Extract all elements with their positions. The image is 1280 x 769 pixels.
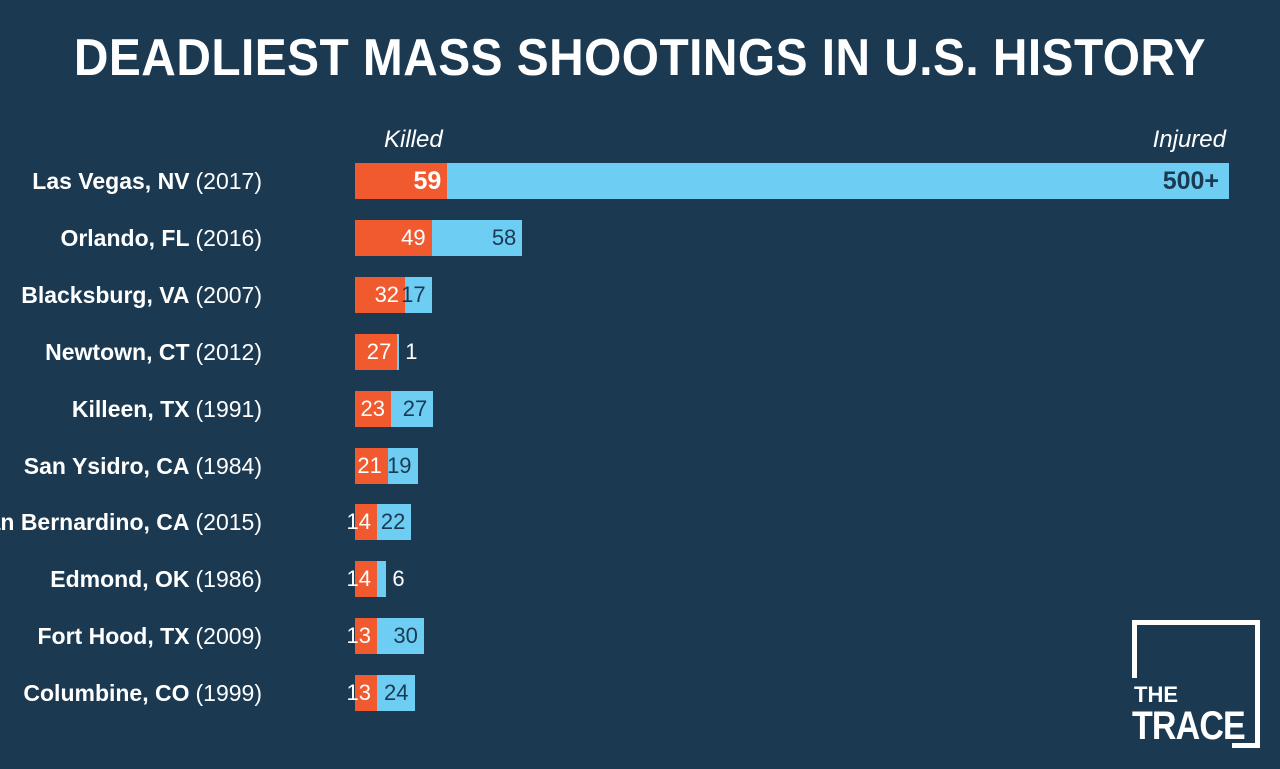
- killed-bar: [355, 561, 377, 597]
- killed-bar: [355, 163, 448, 199]
- logo-trace-text: TRACE: [1132, 704, 1246, 748]
- killed-value-label: 49: [401, 225, 426, 250]
- category-city: Killeen, TX: [71, 396, 190, 422]
- category-year: (2016): [195, 225, 262, 251]
- legend-injured-label: Injured: [1152, 126, 1226, 153]
- killed-value-label: 14: [346, 509, 371, 534]
- killed-value-label: 13: [346, 680, 371, 705]
- category-city: San Bernardino, CA: [0, 509, 190, 535]
- category-city: Edmond, OK: [50, 566, 190, 592]
- category-year: (2009): [195, 623, 262, 649]
- category-city: Orlando, FL: [60, 225, 190, 251]
- killed-value-label: 13: [346, 623, 371, 648]
- logo-the-text: THE: [1134, 682, 1178, 707]
- category-label: Blacksburg, VA (2007): [21, 277, 262, 313]
- injured-value-label: 27: [402, 396, 428, 421]
- category-year: (2017): [195, 168, 262, 194]
- category-label: Las Vegas, NV (2017): [32, 163, 262, 199]
- injured-bar: [387, 448, 418, 484]
- the-trace-logo: THE TRACE: [1132, 620, 1260, 748]
- killed-bar: [355, 448, 388, 484]
- category-label: Edmond, OK (1986): [50, 561, 262, 597]
- injured-value-label: 58: [491, 225, 517, 250]
- category-year: (1991): [195, 396, 262, 422]
- category-city: Columbine, CO: [23, 680, 190, 706]
- killed-bar: [355, 504, 377, 540]
- killed-value-label: 23: [360, 396, 385, 421]
- injured-value-label: 500+: [1162, 167, 1219, 195]
- category-label: Columbine, CO (1999): [23, 675, 262, 711]
- category-city: Blacksburg, VA: [21, 282, 190, 308]
- injured-bar: [431, 220, 523, 256]
- killed-bar: [355, 391, 391, 427]
- bar-row: San Bernardino, CA(2015) 14 22: [0, 504, 1280, 540]
- category-label: Killeen, TX (1991): [72, 391, 262, 427]
- category-year: (1986): [195, 566, 262, 592]
- injured-value-label: 17: [401, 282, 426, 307]
- injured-value-label: 1: [405, 339, 418, 364]
- category-label: Orlando, FL (2016): [60, 220, 262, 256]
- category-city: Fort Hood, TX: [37, 623, 190, 649]
- injured-value-label: 6: [392, 566, 405, 591]
- category-city: San Ysidro, CA: [23, 453, 190, 479]
- killed-bar: [355, 277, 406, 313]
- killed-bar: [355, 675, 377, 711]
- bar-row: Killeen, TX (1991) 23 27: [0, 391, 1280, 427]
- legend-killed-label: Killed: [384, 126, 443, 153]
- injured-bar: [377, 618, 424, 654]
- category-label: Fort Hood, TX (2009): [37, 618, 262, 654]
- bar-row: Newtown, CT (2012) 27 1: [0, 334, 1280, 370]
- killed-bar: [355, 334, 398, 370]
- category-label: San Ysidro, CA (1984): [24, 448, 262, 484]
- category-year: (2012): [195, 339, 262, 365]
- killed-value-label: 32: [374, 282, 400, 307]
- bar-row: Edmond, OK (1986) 14 6: [0, 561, 1280, 597]
- category-year: (1984): [195, 453, 262, 479]
- killed-value-label: 14: [346, 566, 371, 591]
- category-year: (2015): [195, 509, 262, 535]
- category-year: (2007): [195, 282, 262, 308]
- injured-bar: [447, 163, 1229, 199]
- injured-bar: [377, 561, 387, 597]
- chart-title: DEADLIEST MASS SHOOTINGS IN U.S. HISTORY: [73, 29, 1207, 87]
- category-year: (1999): [195, 680, 262, 706]
- injured-value-label: 30: [393, 623, 418, 648]
- injured-bar: [390, 391, 434, 427]
- category-label: San Bernardino, CA(2015): [0, 504, 262, 540]
- killed-value-label: 21: [357, 453, 382, 478]
- bar-row: San Ysidro, CA (1984) 21 19: [0, 448, 1280, 484]
- bar-row: Fort Hood, TX (2009) 13 30: [0, 618, 1280, 654]
- category-city: Las Vegas, NV: [32, 168, 190, 194]
- bar-row: Orlando, FL (2016) 49 58: [0, 220, 1280, 256]
- killed-bar: [355, 220, 432, 256]
- bar-row: Las Vegas, NV (2017) 59 500+: [0, 163, 1280, 199]
- killed-value-label: 59: [413, 167, 442, 195]
- injured-value-label: 22: [380, 509, 406, 534]
- bar-row: Columbine, CO (1999) 13 24: [0, 675, 1280, 711]
- injured-value-label: 24: [384, 680, 409, 705]
- injured-bar: [397, 334, 400, 370]
- injured-value-label: 19: [387, 453, 412, 478]
- injured-bar: [405, 277, 432, 313]
- category-city: Newtown, CT: [45, 339, 190, 365]
- injured-bar: [377, 504, 412, 540]
- category-label: Newtown, CT (2012): [45, 334, 262, 370]
- killed-value-label: 27: [366, 339, 392, 364]
- injured-bar: [377, 675, 415, 711]
- killed-bar: [355, 618, 377, 654]
- bar-row: Blacksburg, VA (2007) 32 17: [0, 277, 1280, 313]
